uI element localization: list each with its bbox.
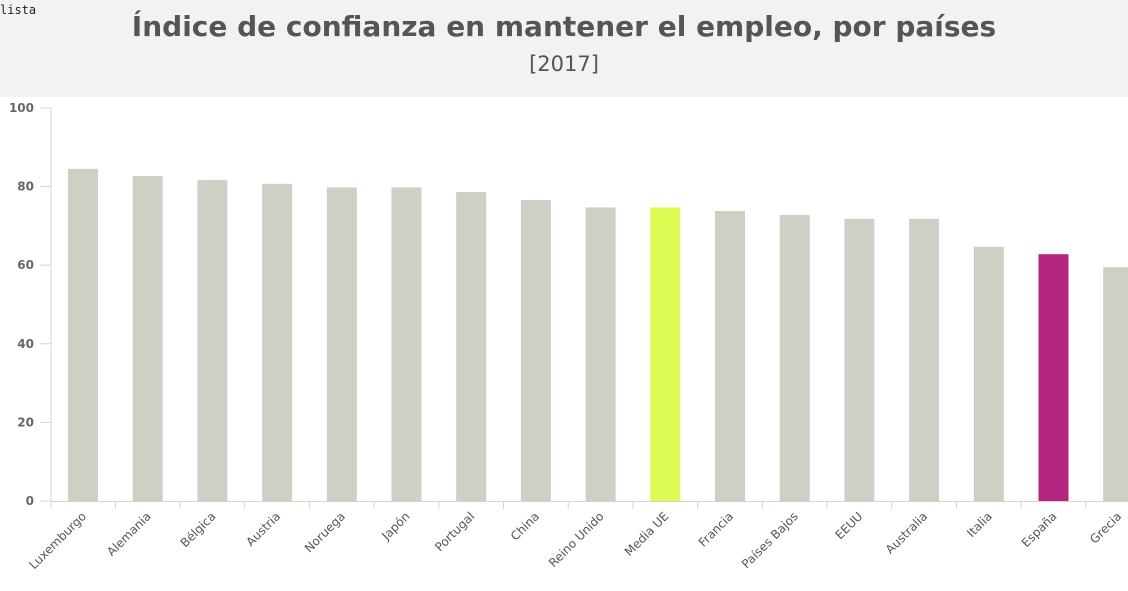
title-band: lista Índice de confianza en mantener el… <box>0 0 1128 97</box>
x-tick-label: Australia <box>883 509 930 556</box>
chart-subtitle: [2017] <box>529 52 599 76</box>
bar-eeuu <box>844 218 875 502</box>
y-tick-label: 60 <box>17 258 34 272</box>
x-tick-label: Países Bajos <box>739 509 801 571</box>
bar-china <box>520 199 551 501</box>
x-tick-label: EEUU <box>832 509 865 542</box>
y-tick-label: 100 <box>9 101 34 115</box>
bar-alemania <box>132 175 163 501</box>
x-tick-label: Alemania <box>104 509 154 559</box>
x-tick-label: Francia <box>696 509 736 549</box>
bar-reino-unido <box>585 207 616 501</box>
bar-españa <box>1038 254 1069 501</box>
bar-francia <box>715 210 745 501</box>
bar-austria <box>262 183 293 501</box>
x-tick-label: Japón <box>378 509 412 543</box>
chart-title: Índice de confianza en mantener el emple… <box>131 10 997 43</box>
x-tick-label: Grecia <box>1087 509 1124 546</box>
x-tick-label: Noruega <box>302 509 348 555</box>
y-tick-label: 40 <box>17 337 34 351</box>
x-tick-label: Bélgica <box>178 509 219 550</box>
y-tick-label: 80 <box>17 180 34 194</box>
bar-países-bajos <box>779 214 810 501</box>
bar-australia <box>909 218 940 502</box>
bar-bélgica <box>197 179 228 501</box>
x-tick-label: Austria <box>243 509 283 549</box>
bar-japón <box>391 187 422 502</box>
x-tick-label: Media UE <box>622 509 672 559</box>
x-tick-label: Portugal <box>432 509 477 554</box>
y-tick-label: 20 <box>17 415 34 429</box>
bar-luxemburgo <box>68 168 98 502</box>
bar-grecia <box>1103 267 1128 501</box>
x-tick-label: Italia <box>964 509 995 540</box>
x-tick-label: China <box>508 509 542 543</box>
y-tick-label: 0 <box>26 494 34 508</box>
bar-portugal <box>456 192 487 502</box>
bar-noruega <box>326 187 357 502</box>
x-tick-label: España <box>1019 509 1060 550</box>
x-tick-label: Reino Unido <box>546 509 607 570</box>
corner-text: lista <box>0 3 37 17</box>
bar-media-ue <box>650 207 681 501</box>
bar-italia <box>973 246 1004 501</box>
x-tick-label: Luxemburgo <box>26 509 89 572</box>
